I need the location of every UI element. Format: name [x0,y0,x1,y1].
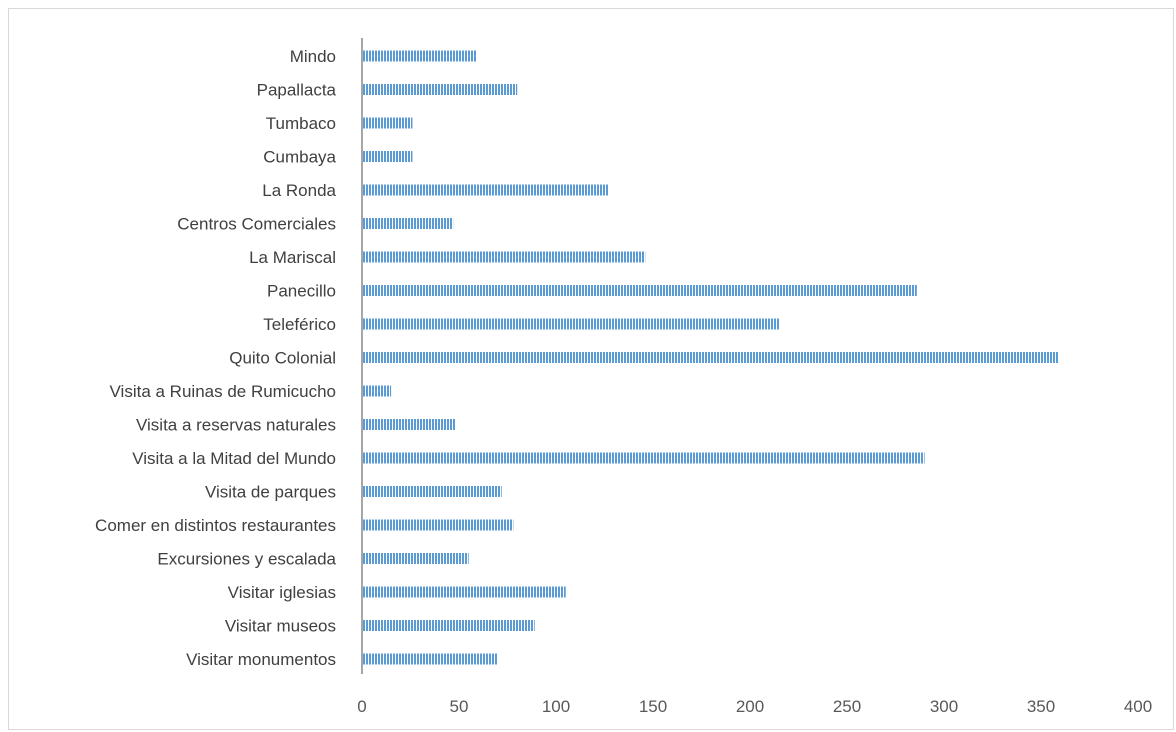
x-tick-label: 350 [1027,697,1055,716]
x-tick-label: 250 [833,697,861,716]
x-tick-label: 0 [357,697,366,716]
bar [363,285,917,296]
bar [363,251,646,263]
category-label: Quito Colonial [229,349,336,368]
bar [363,318,780,330]
bar [363,519,514,531]
category-label: Centros Comerciales [177,215,336,234]
x-tick-label: 400 [1124,697,1152,716]
category-label: Visita a Ruinas de Rumicucho [110,382,336,401]
category-label: La Ronda [262,181,336,200]
bar [363,50,477,62]
bar [363,117,413,129]
bar [363,385,392,397]
category-labels: Mindo Papallacta Tumbaco Cumbaya La Ronda Cen… [95,47,336,669]
bars-layer [363,50,1059,665]
bar [363,419,456,430]
category-label: Panecillo [267,282,336,301]
bar [363,151,413,162]
bar [363,553,469,564]
category-label: Comer en distintos restaurantes [95,516,336,535]
bar [363,84,518,95]
x-tick-label: 300 [930,697,958,716]
bar [363,653,498,665]
category-label: Tumbaco [266,114,336,133]
category-label: Visita a la Mitad del Mundo [132,449,336,468]
category-label: La Mariscal [249,248,336,267]
category-label: Mindo [290,47,336,66]
category-label: Cumbaya [263,148,336,167]
x-tick-label: 50 [450,697,469,716]
category-label: Visita de parques [205,483,336,502]
bar [363,352,1059,363]
category-label: Papallacta [257,81,337,100]
category-label: Excursiones y escalada [157,550,336,569]
bar [363,184,609,196]
bar [363,218,454,229]
category-label: Visita a reservas naturales [136,416,336,435]
x-tick-label: 150 [639,697,667,716]
category-label: Visitar iglesias [228,583,336,602]
bar [363,620,535,631]
x-tick-label: 100 [542,697,570,716]
bar [363,486,502,497]
category-label: Teleférico [263,315,336,334]
category-label: Visitar monumentos [186,650,336,669]
x-tick-labels: 0 50 100 150 200 250 300 350 400 [357,697,1152,716]
bar [363,452,925,464]
x-tick-label: 200 [736,697,764,716]
chart-frame [8,8,1174,730]
bar [363,586,566,598]
category-label: Visitar museos [225,617,336,636]
